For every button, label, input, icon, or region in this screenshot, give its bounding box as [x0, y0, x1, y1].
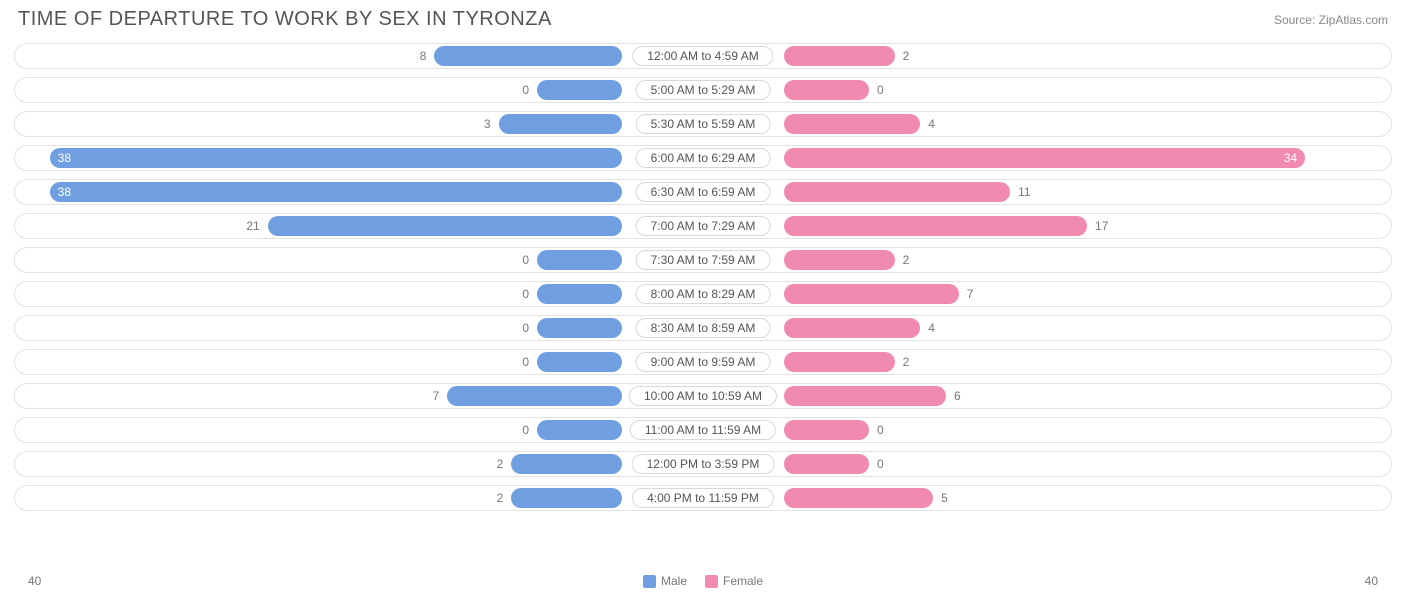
- legend-item-male: Male: [643, 574, 687, 588]
- female-bar: [784, 182, 1010, 202]
- chart-row: 0 4 8:30 AM to 8:59 AM: [14, 315, 1392, 341]
- row-label: 7:30 AM to 7:59 AM: [636, 250, 771, 270]
- male-value: 0: [514, 355, 537, 369]
- row-label: 11:00 AM to 11:59 AM: [630, 420, 776, 440]
- male-value: 0: [514, 253, 537, 267]
- row-label: 8:00 AM to 8:29 AM: [636, 284, 771, 304]
- male-value: 21: [238, 219, 267, 233]
- chart-footer: 40 Male Female 40: [0, 574, 1406, 588]
- swatch-male: [643, 575, 656, 588]
- female-value: 17: [1087, 219, 1116, 233]
- male-bar: [447, 386, 622, 406]
- row-label: 10:00 AM to 10:59 AM: [629, 386, 777, 406]
- chart-title: TIME OF DEPARTURE TO WORK BY SEX IN TYRO…: [18, 8, 552, 31]
- axis-max-right: 40: [1365, 574, 1378, 588]
- legend: Male Female: [643, 574, 763, 588]
- female-value: 0: [869, 423, 892, 437]
- chart-row: 0 0 11:00 AM to 11:59 AM: [14, 417, 1392, 443]
- row-label: 5:30 AM to 5:59 AM: [636, 114, 771, 134]
- female-bar: [784, 318, 920, 338]
- male-bar: [537, 80, 622, 100]
- legend-item-female: Female: [705, 574, 763, 588]
- row-label: 9:00 AM to 9:59 AM: [636, 352, 771, 372]
- female-bar: [784, 216, 1087, 236]
- male-bar: [537, 284, 622, 304]
- female-value: 4: [920, 117, 943, 131]
- female-bar: [784, 420, 869, 440]
- female-value: 6: [946, 389, 969, 403]
- axis-max-left: 40: [28, 574, 41, 588]
- female-bar: [784, 454, 869, 474]
- female-bar: [784, 46, 895, 66]
- male-value: 2: [489, 457, 512, 471]
- chart-row: 0 0 5:00 AM to 5:29 AM: [14, 77, 1392, 103]
- row-label: 5:00 AM to 5:29 AM: [636, 80, 771, 100]
- female-bar: [784, 386, 946, 406]
- male-bar: 38: [50, 148, 622, 168]
- row-label: 6:00 AM to 6:29 AM: [636, 148, 771, 168]
- female-value: 0: [869, 83, 892, 97]
- chart-row: 7 6 10:00 AM to 10:59 AM: [14, 383, 1392, 409]
- chart-row: 38 34 6:00 AM to 6:29 AM: [14, 145, 1392, 171]
- male-value: 7: [425, 389, 448, 403]
- female-bar: 34: [784, 148, 1305, 168]
- male-value: 3: [476, 117, 499, 131]
- female-value: 4: [920, 321, 943, 335]
- female-bar: [784, 284, 959, 304]
- row-label: 6:30 AM to 6:59 AM: [636, 182, 771, 202]
- chart-row: 0 2 9:00 AM to 9:59 AM: [14, 349, 1392, 375]
- row-label: 8:30 AM to 8:59 AM: [636, 318, 771, 338]
- row-label: 12:00 PM to 3:59 PM: [632, 454, 775, 474]
- female-bar: [784, 488, 933, 508]
- chart-source: Source: ZipAtlas.com: [1274, 13, 1388, 27]
- male-value: 0: [514, 321, 537, 335]
- female-value: 2: [895, 355, 918, 369]
- male-value: 38: [50, 185, 79, 199]
- male-value: 0: [514, 83, 537, 97]
- female-bar: [784, 352, 895, 372]
- male-bar: [537, 318, 622, 338]
- chart-header: TIME OF DEPARTURE TO WORK BY SEX IN TYRO…: [0, 0, 1406, 37]
- chart-row: 2 0 12:00 PM to 3:59 PM: [14, 451, 1392, 477]
- chart-row: 0 7 8:00 AM to 8:29 AM: [14, 281, 1392, 307]
- male-value: 8: [412, 49, 435, 63]
- female-value: 7: [959, 287, 982, 301]
- chart-row: 2 5 4:00 PM to 11:59 PM: [14, 485, 1392, 511]
- legend-label-male: Male: [661, 574, 687, 588]
- male-value: 2: [489, 491, 512, 505]
- male-bar: [537, 352, 622, 372]
- legend-label-female: Female: [723, 574, 763, 588]
- chart-row: 0 2 7:30 AM to 7:59 AM: [14, 247, 1392, 273]
- male-bar: [268, 216, 622, 236]
- chart-row: 3 4 5:30 AM to 5:59 AM: [14, 111, 1392, 137]
- swatch-female: [705, 575, 718, 588]
- female-bar: [784, 80, 869, 100]
- male-bar: [434, 46, 622, 66]
- female-value: 34: [1276, 151, 1305, 165]
- row-label: 7:00 AM to 7:29 AM: [636, 216, 771, 236]
- female-bar: [784, 250, 895, 270]
- female-value: 2: [895, 253, 918, 267]
- female-value: 5: [933, 491, 956, 505]
- male-value: 0: [514, 287, 537, 301]
- chart-row: 38 11 6:30 AM to 6:59 AM: [14, 179, 1392, 205]
- male-bar: [499, 114, 622, 134]
- male-bar: [537, 250, 622, 270]
- female-value: 2: [895, 49, 918, 63]
- male-bar: [511, 454, 622, 474]
- female-value: 11: [1010, 185, 1038, 199]
- chart-row: 8 2 12:00 AM to 4:59 AM: [14, 43, 1392, 69]
- chart-row: 21 17 7:00 AM to 7:29 AM: [14, 213, 1392, 239]
- male-value: 0: [514, 423, 537, 437]
- row-label: 4:00 PM to 11:59 PM: [632, 488, 774, 508]
- female-bar: [784, 114, 920, 134]
- male-bar: [511, 488, 622, 508]
- male-bar: 38: [50, 182, 622, 202]
- chart-area: 8 2 12:00 AM to 4:59 AM 0 0 5:00 AM to 5:29 A…: [0, 37, 1406, 511]
- row-label: 12:00 AM to 4:59 AM: [632, 46, 773, 66]
- female-value: 0: [869, 457, 892, 471]
- male-bar: [537, 420, 622, 440]
- male-value: 38: [50, 151, 79, 165]
